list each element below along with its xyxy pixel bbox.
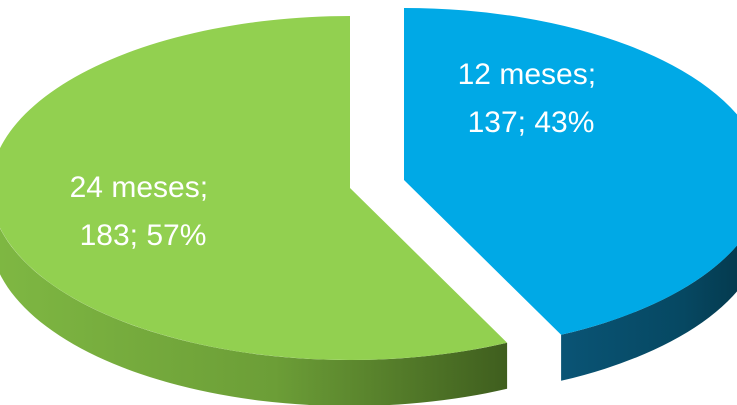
slice-24-meses-top [0, 16, 508, 360]
slice-24-meses[interactable]: 24 meses; 183; 57% [0, 16, 508, 405]
slice-12-meses[interactable]: 12 meses; 137; 43% [404, 8, 737, 381]
data-label-24-meses-line1: 24 meses; [70, 171, 208, 204]
data-label-24-meses: 24 meses; 183; 57% [70, 171, 217, 252]
data-label-12-meses-line1: 12 meses; [458, 58, 596, 91]
data-label-12-meses: 12 meses; 137; 43% [458, 58, 605, 139]
data-label-12-meses-line2: 137; 43% [468, 106, 595, 139]
data-label-24-meses-line2: 183; 57% [80, 219, 207, 252]
slice-24-meses-side [0, 228, 508, 405]
slice-12-meses-side [561, 245, 737, 381]
slice-12-meses-top [404, 8, 737, 335]
